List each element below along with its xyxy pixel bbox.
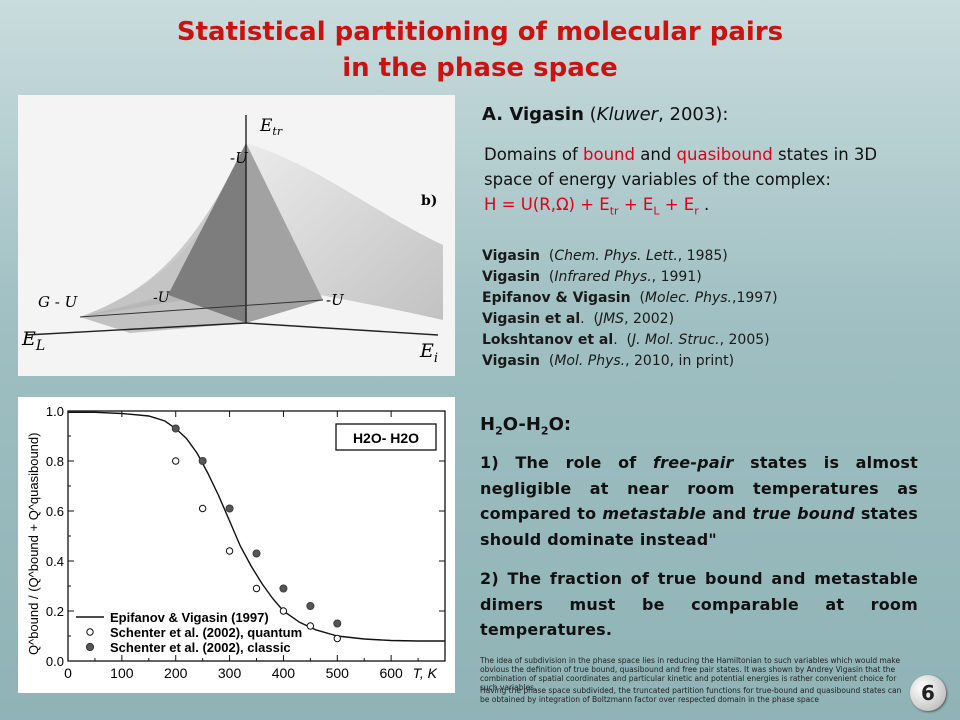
surface-light-left <box>80 143 246 317</box>
x-tick-label: 200 <box>164 665 188 681</box>
y-tick-label: 0.2 <box>46 604 64 619</box>
data-point-classic <box>306 601 315 610</box>
slide-title: Statistical partitioning of molecular pa… <box>0 14 960 86</box>
y-axis-label: Q^bound / (Q^bound + Q^quasibound) <box>26 433 41 655</box>
x-tick-label: 500 <box>326 665 350 681</box>
right-axis <box>245 322 439 336</box>
point-1: 1) The role of free-pair states is almos… <box>480 453 919 549</box>
legend-open-circle <box>86 628 94 636</box>
x-tick-label: 0 <box>64 665 72 681</box>
data-point-quantum <box>306 622 315 630</box>
label-top-minus-u: -U <box>230 149 249 167</box>
author-year: , 2003): <box>658 104 729 125</box>
x-tick-label: 100 <box>110 665 134 681</box>
description: Domains of bound and quasibound states i… <box>484 142 944 223</box>
reference-list: Vigasin (Chem. Phys. Lett., 1985) Vigasi… <box>482 246 778 372</box>
label-mid-minus-u: -U <box>153 290 171 306</box>
y-tick-label: 0.0 <box>46 654 64 669</box>
author-line: A. Vigasin (Kluwer, 2003): <box>482 104 729 125</box>
reference-item: Lokshtanov et al. (J. Mol. Struc., 2005) <box>482 332 770 348</box>
chart-panel: 0 100 200 300 400 500 600 T, K 0.0 0.2 0.4 0.6 0.8 1.… <box>18 397 455 693</box>
term-bound: bound <box>583 145 635 164</box>
slide-number-badge: 6 <box>910 675 946 711</box>
hamiltonian-equation: H = U(R,Ω) + Etr + EL + Er . <box>484 195 710 218</box>
author-name: A. Vigasin <box>482 104 584 125</box>
chart-svg: 0 100 200 300 400 500 600 T, K 0.0 0.2 0.4 0.6 0.8 1.… <box>26 404 446 681</box>
panel-tag: b) <box>421 193 437 209</box>
reference-item: Vigasin (Mol. Phys., 2010, in print) <box>482 353 735 369</box>
label-right-minus-u: -U <box>326 291 345 309</box>
data-point-quantum <box>252 584 261 593</box>
x-axis-label: T, K <box>413 665 438 681</box>
data-point-quantum <box>279 607 288 615</box>
system-heading: H2O-H2O: <box>480 414 572 438</box>
data-point-quantum <box>333 634 341 643</box>
legend-label: Schenter et al. (2002), classic <box>110 640 291 655</box>
legend-label: Epifanov & Vigasin (1997) <box>110 610 269 625</box>
y-tick-label: 0.4 <box>46 554 64 569</box>
title-line-2: in the phase space <box>342 53 618 83</box>
inset-label-box <box>335 423 437 451</box>
data-point-classic <box>198 457 207 466</box>
author-source: Kluwer <box>596 104 659 125</box>
x-tick-label: 400 <box>272 665 296 681</box>
legend-filled-circle <box>85 642 95 652</box>
reference-item: Vigasin (Infrared Phys., 1991) <box>482 269 702 285</box>
reference-item: Vigasin (Chem. Phys. Lett., 1985) <box>482 248 728 264</box>
point-2: 2) The fraction of true bound and metast… <box>480 569 918 639</box>
series-line-epifanov-vigasin <box>68 411 445 642</box>
description-line-1: Domains of bound and quasibound states i… <box>484 145 878 164</box>
title-line-1: Statistical partitioning of molecular pa… <box>176 17 784 47</box>
pyramid-right-face <box>246 143 323 323</box>
inset-label: H2O- H2O <box>353 430 419 446</box>
legend-label: Schenter et al. (2002), quantum <box>110 625 302 640</box>
data-point-classic <box>225 504 234 513</box>
data-point-classic <box>171 424 180 433</box>
x-tick-label: 300 <box>218 665 242 681</box>
x-tick-label: 600 <box>379 665 403 681</box>
pyramid-front-face <box>168 143 246 323</box>
description-line-2: space of energy variables of the complex… <box>484 170 831 189</box>
data-point-quantum <box>225 547 234 555</box>
footnote-2: Having the phase space subdivided, the t… <box>480 686 902 704</box>
data-point-quantum <box>198 504 207 513</box>
base-edge <box>79 299 324 318</box>
data-point-quantum <box>172 457 180 465</box>
label-g-minus-u: G - U <box>38 293 79 311</box>
base-plane <box>80 295 246 333</box>
phase-space-svg: Etr -U G - U -U -U EL Ei b) <box>21 115 443 366</box>
phase-space-diagram: Etr -U G - U -U -U EL Ei b) <box>18 95 455 376</box>
axis-label-ei: Ei <box>419 340 438 366</box>
term-quasibound: quasibound <box>676 145 773 164</box>
data-point-classic <box>333 619 342 628</box>
y-tick-label: 0.6 <box>46 504 64 519</box>
reference-item: Vigasin et al. (JMS, 2002) <box>482 311 675 327</box>
y-tick-label: 0.8 <box>46 454 64 469</box>
footnote-1: The idea of subdivision in the phase spa… <box>480 656 901 692</box>
axis-label-etr: Etr <box>259 116 283 138</box>
reference-item: Epifanov & Vigasin (Molec. Phys.,1997) <box>482 290 778 306</box>
data-point-classic <box>279 584 288 593</box>
axis-label-el: EL <box>21 328 45 354</box>
y-tick-label: 1.0 <box>46 404 64 419</box>
left-axis <box>25 322 247 336</box>
data-point-classic <box>252 549 261 558</box>
